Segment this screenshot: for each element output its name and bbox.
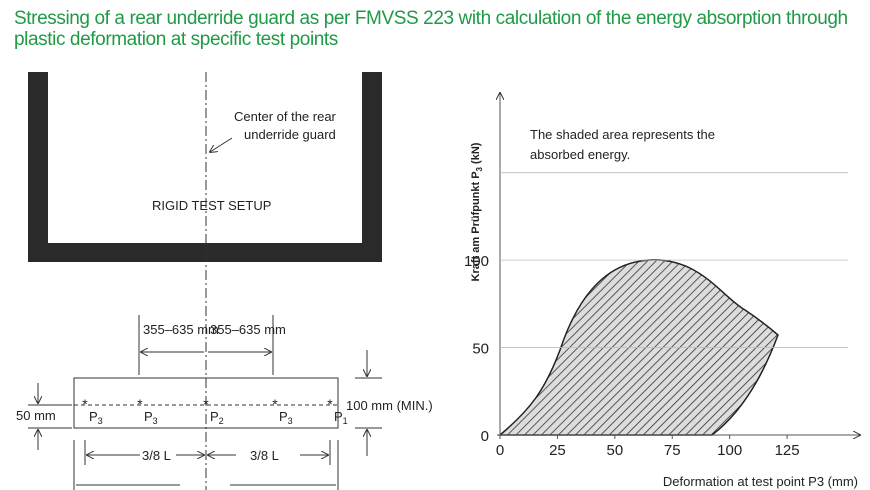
dimension-label: 355–635 mm <box>210 322 286 337</box>
test-point-label: P3 <box>144 409 158 426</box>
y-tick-label: 0 <box>481 428 489 445</box>
dimension-label: 3/8 L <box>250 448 279 463</box>
dimension-label: 355–635 mm <box>143 322 219 337</box>
test-point-index: 1 <box>343 416 348 426</box>
dimension-label: 100 mm (MIN.) <box>346 398 433 413</box>
y-label-text: Kraft am Prüfpunkt P <box>470 171 482 281</box>
test-point-name: P <box>144 409 153 424</box>
test-point-star: * <box>203 396 209 412</box>
x-tick-label: 100 <box>717 442 742 459</box>
test-point-star: * <box>327 396 333 412</box>
test-point-label: P3 <box>279 409 293 426</box>
y-tick-label: 50 <box>472 341 489 358</box>
dimension-lines <box>28 315 382 490</box>
y-tick-label: 100 <box>464 253 489 270</box>
title: Stressing of a rear underride guard as p… <box>14 8 848 50</box>
test-point-name: P <box>89 409 98 424</box>
note: The shaded area represents the <box>530 127 715 142</box>
test-point-name: P <box>279 409 288 424</box>
rigid-label: RIGID TEST SETUP <box>152 198 271 213</box>
x-tick-label: 125 <box>775 442 800 459</box>
y-axis-label: Kraft am Prüfpunkt P3 (kN) <box>470 142 484 281</box>
test-point-index: 2 <box>219 416 224 426</box>
test-point-index: 3 <box>153 416 158 426</box>
test-point-label: P2 <box>210 409 224 426</box>
x-axis-label: Deformation at test point P3 (mm) <box>663 474 858 489</box>
test-point-label: P3 <box>89 409 103 426</box>
center-label: Center of the rear <box>234 109 337 124</box>
test-point-index: 3 <box>98 416 103 426</box>
pointer <box>210 137 233 152</box>
test-point-name: P <box>210 409 219 424</box>
x-tick-label: 75 <box>664 442 681 459</box>
rigid-frame <box>28 72 382 262</box>
x-tick-label: 25 <box>549 442 566 459</box>
test-point-label: P1 <box>334 409 348 426</box>
x-tick-label: 0 <box>496 442 504 459</box>
test-point-name: P <box>334 409 343 424</box>
y-label-index: 3 <box>475 166 484 171</box>
y-label-unit: (kN) <box>470 142 482 167</box>
dimension-label: 3/8 L <box>142 448 171 463</box>
test-point-index: 3 <box>288 416 293 426</box>
dimension-label: 50 mm <box>16 408 56 423</box>
center-label: underride guard <box>244 127 336 142</box>
test-point-star: * <box>82 396 88 412</box>
test-point-star: * <box>272 396 278 412</box>
x-tick-label: 50 <box>606 442 623 459</box>
test-point-star: * <box>137 396 143 412</box>
note: absorbed energy. <box>530 147 630 162</box>
